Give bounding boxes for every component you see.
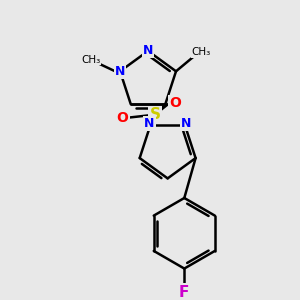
Text: N: N: [115, 65, 125, 78]
Text: O: O: [169, 96, 181, 110]
Text: CH₃: CH₃: [81, 55, 100, 64]
Text: N: N: [181, 117, 191, 130]
Text: N: N: [143, 44, 153, 58]
Text: CH₃: CH₃: [192, 47, 211, 57]
Text: S: S: [149, 107, 161, 122]
Text: F: F: [179, 285, 190, 300]
Text: N: N: [144, 117, 154, 130]
Text: O: O: [117, 111, 128, 124]
